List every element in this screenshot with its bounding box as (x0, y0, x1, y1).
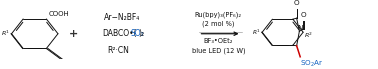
Text: SO$_2$Ar: SO$_2$Ar (301, 59, 324, 69)
Text: BF₃•OEt₂: BF₃•OEt₂ (204, 38, 233, 44)
Text: Ar−N₂BF₄: Ar−N₂BF₄ (104, 13, 140, 22)
Text: R$^1$: R$^1$ (1, 29, 10, 38)
Text: blue LED (12 W): blue LED (12 W) (192, 47, 245, 54)
Text: R$^1$: R$^1$ (253, 28, 261, 37)
Text: )₂: )₂ (138, 29, 144, 38)
Text: (2 mol %): (2 mol %) (202, 20, 235, 27)
Text: N: N (297, 25, 302, 31)
Text: Ru(bpy)₃(PF₆)₂: Ru(bpy)₃(PF₆)₂ (195, 11, 242, 18)
Text: COOH: COOH (48, 11, 69, 17)
Text: SO₂: SO₂ (130, 29, 144, 38)
Text: +: + (69, 29, 78, 39)
Text: O: O (294, 0, 299, 6)
Text: O: O (300, 12, 306, 18)
Text: R$^2$: R$^2$ (304, 31, 313, 40)
Text: DABCO•(: DABCO•( (102, 29, 137, 38)
Text: R²·CN: R²·CN (107, 46, 129, 55)
